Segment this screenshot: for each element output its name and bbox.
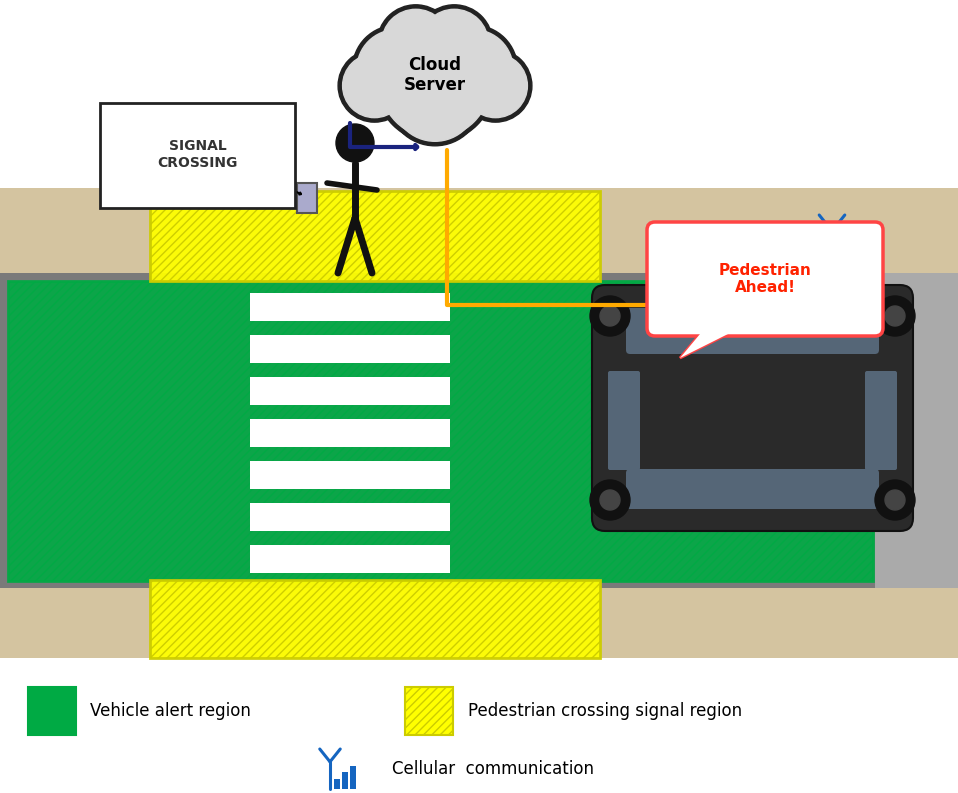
Bar — [405, 687, 453, 735]
Circle shape — [885, 490, 905, 510]
Bar — [250, 503, 450, 531]
Bar — [28, 687, 76, 735]
Circle shape — [421, 10, 489, 78]
Circle shape — [336, 124, 374, 162]
Circle shape — [600, 490, 620, 510]
Circle shape — [429, 25, 517, 113]
Bar — [250, 461, 450, 489]
Bar — [8, 281, 873, 581]
Bar — [351, 766, 356, 789]
Polygon shape — [680, 328, 740, 358]
Text: Pedestrian
Ahead!: Pedestrian Ahead! — [718, 262, 811, 295]
Circle shape — [357, 29, 436, 109]
Circle shape — [353, 25, 441, 113]
Circle shape — [388, 51, 483, 146]
Bar — [875, 273, 958, 588]
Circle shape — [343, 54, 406, 117]
Bar — [250, 419, 450, 447]
Bar — [250, 335, 450, 363]
Circle shape — [590, 296, 630, 336]
Bar — [250, 293, 450, 321]
Bar — [0, 273, 958, 588]
Circle shape — [875, 480, 915, 520]
Circle shape — [338, 49, 411, 122]
Bar — [847, 244, 855, 265]
Circle shape — [434, 29, 513, 109]
Bar — [267, 152, 275, 181]
Bar — [0, 188, 958, 278]
Text: Pedestrian crossing signal region: Pedestrian crossing signal region — [468, 702, 742, 720]
FancyBboxPatch shape — [865, 371, 897, 470]
Circle shape — [377, 5, 454, 82]
Bar — [257, 160, 264, 181]
FancyBboxPatch shape — [100, 103, 295, 208]
Bar — [247, 168, 254, 181]
Circle shape — [600, 306, 620, 326]
Circle shape — [392, 56, 478, 141]
Text: Cellular  communication: Cellular communication — [392, 760, 594, 778]
FancyBboxPatch shape — [626, 308, 879, 354]
Circle shape — [464, 54, 528, 117]
Text: Cloud
Server: Cloud Server — [404, 56, 466, 94]
Circle shape — [381, 10, 450, 78]
Text: Vehicle alert region: Vehicle alert region — [90, 702, 251, 720]
Circle shape — [590, 480, 630, 520]
Circle shape — [380, 28, 490, 138]
Text: SIGNAL
CROSSING: SIGNAL CROSSING — [157, 140, 238, 170]
Bar — [297, 183, 317, 213]
FancyBboxPatch shape — [608, 371, 640, 470]
Bar — [150, 580, 600, 658]
Circle shape — [376, 24, 494, 143]
Circle shape — [885, 306, 905, 326]
Bar — [250, 377, 450, 405]
FancyBboxPatch shape — [592, 285, 913, 531]
Circle shape — [459, 49, 532, 122]
FancyBboxPatch shape — [626, 469, 879, 509]
Circle shape — [416, 5, 492, 82]
FancyBboxPatch shape — [647, 222, 883, 336]
Bar — [150, 191, 600, 281]
Bar — [836, 252, 844, 265]
Bar — [342, 772, 348, 789]
Bar — [250, 545, 450, 573]
Bar — [0, 583, 958, 658]
Bar — [857, 236, 865, 265]
Polygon shape — [680, 328, 740, 358]
Circle shape — [875, 296, 915, 336]
Bar — [333, 779, 339, 789]
